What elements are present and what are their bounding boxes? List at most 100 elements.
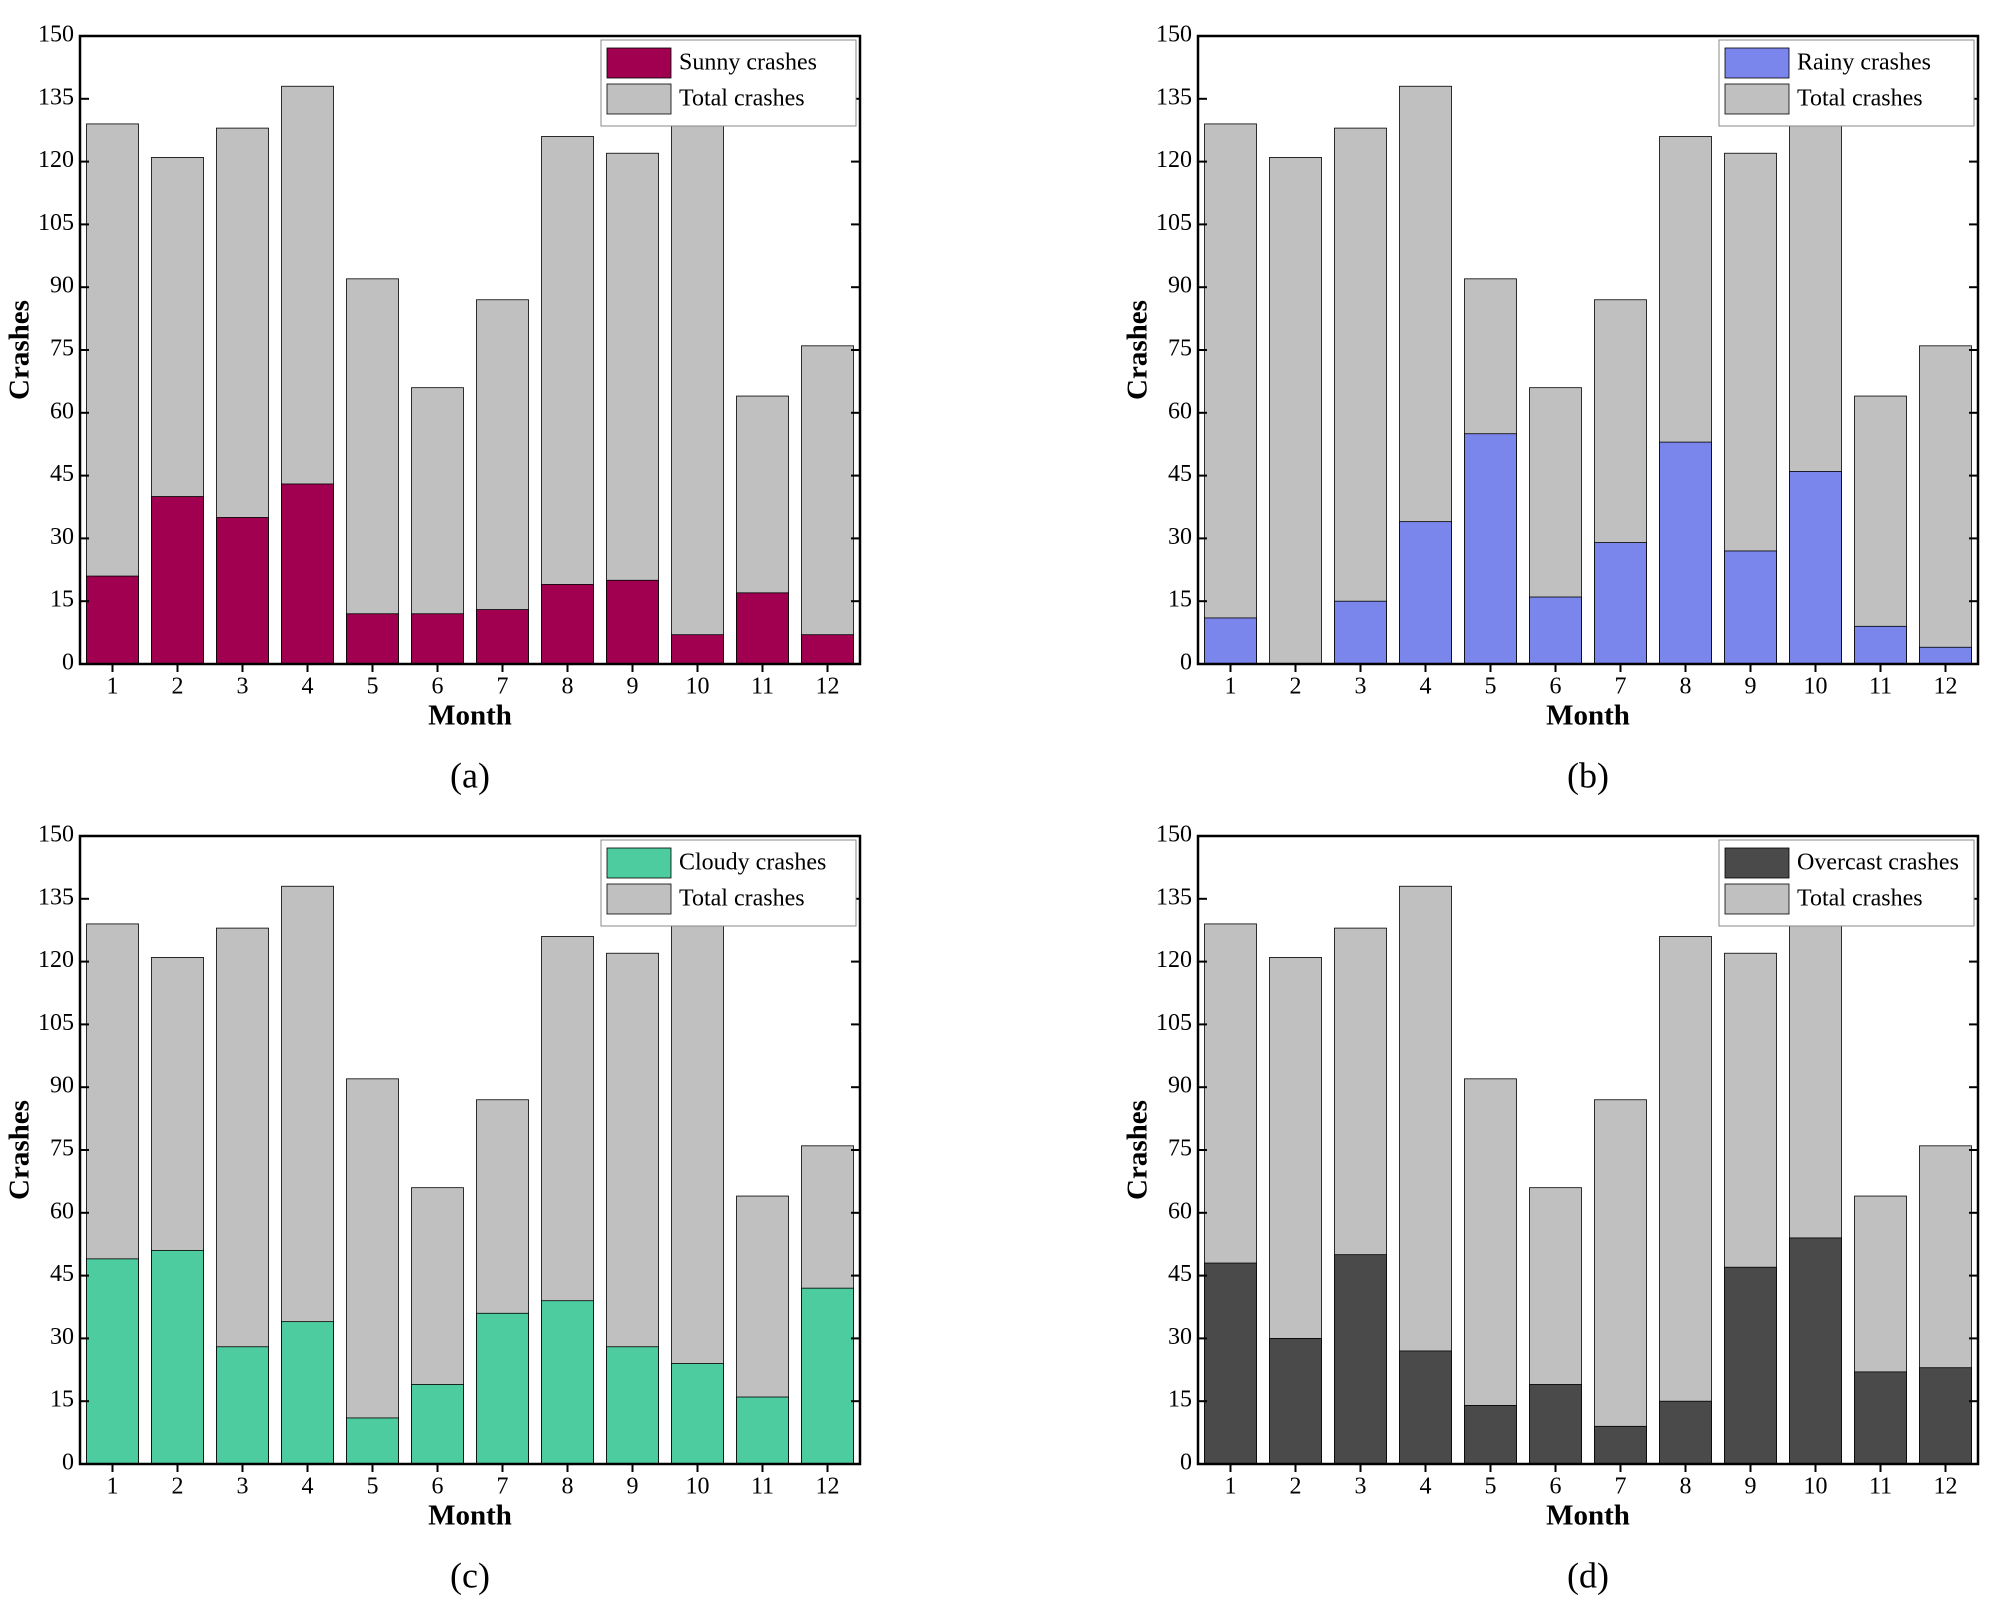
- y-tick-label: 105: [1156, 1010, 1192, 1036]
- bar: [1399, 521, 1452, 665]
- y-tick-label: 60: [1168, 398, 1192, 424]
- x-tick-label: 4: [302, 1474, 314, 1500]
- y-tick-label: 15: [50, 587, 74, 613]
- y-tick-label: 135: [1156, 884, 1192, 910]
- bar: [1464, 1078, 1517, 1465]
- bar: [1789, 1237, 1842, 1465]
- bar: [1919, 646, 1972, 665]
- y-tick-label: 60: [50, 1198, 74, 1224]
- y-tick-label: 120: [1156, 947, 1192, 973]
- x-tick-label: 10: [1804, 1474, 1828, 1500]
- x-tick-label: 12: [1934, 674, 1958, 700]
- y-tick-label: 150: [1156, 822, 1192, 848]
- y-tick-label: 15: [1168, 587, 1192, 613]
- bar: [1659, 441, 1712, 665]
- x-tick-label: 1: [1225, 674, 1237, 700]
- bar: [1659, 1400, 1712, 1465]
- bar: [151, 1250, 204, 1465]
- y-tick-label: 75: [50, 1136, 74, 1162]
- y-tick-label: 0: [1180, 650, 1192, 676]
- legend-label: Total crashes: [1797, 886, 1923, 912]
- y-tick-label: 135: [1156, 84, 1192, 110]
- y-tick-label: 150: [38, 22, 74, 48]
- x-tick-label: 7: [497, 1474, 509, 1500]
- x-tick-label: 10: [1804, 674, 1828, 700]
- y-tick-label: 90: [1168, 273, 1192, 299]
- legend-swatch: [1724, 847, 1790, 879]
- bar: [801, 1287, 854, 1465]
- y-tick-label: 150: [1156, 22, 1192, 48]
- bar: [1919, 345, 1972, 665]
- x-tick-label: 9: [1745, 1474, 1757, 1500]
- legend-label: Overcast crashes: [1797, 850, 1959, 876]
- bar: [1854, 395, 1907, 665]
- bar: [1724, 1266, 1777, 1465]
- y-tick-label: 135: [38, 84, 74, 110]
- legend-swatch: [606, 47, 672, 79]
- bar: [411, 613, 464, 665]
- bar: [476, 609, 529, 665]
- y-axis-title: Crashes: [1122, 300, 1154, 400]
- x-tick-label: 12: [1934, 1474, 1958, 1500]
- bar: [216, 1346, 269, 1465]
- bar: [1919, 1367, 1972, 1465]
- bar: [216, 517, 269, 665]
- y-tick-label: 45: [50, 1261, 74, 1287]
- legend-swatch: [1724, 47, 1790, 79]
- caption: (a): [450, 755, 490, 795]
- x-tick-label: 1: [1225, 1474, 1237, 1500]
- y-tick-label: 75: [1168, 1136, 1192, 1162]
- y-tick-label: 105: [38, 210, 74, 236]
- x-tick-label: 5: [1485, 674, 1497, 700]
- x-tick-label: 11: [1869, 1474, 1892, 1500]
- bar: [1594, 542, 1647, 665]
- x-tick-label: 2: [1290, 1474, 1302, 1500]
- y-tick-label: 120: [38, 147, 74, 173]
- x-tick-label: 1: [107, 674, 119, 700]
- bar: [1724, 550, 1777, 665]
- y-tick-label: 60: [50, 398, 74, 424]
- bar: [606, 579, 659, 665]
- bar: [1334, 127, 1387, 665]
- y-tick-label: 45: [50, 461, 74, 487]
- x-tick-label: 11: [751, 1474, 774, 1500]
- x-tick-label: 8: [562, 674, 574, 700]
- y-tick-label: 90: [1168, 1073, 1192, 1099]
- caption: (d): [1567, 1555, 1609, 1595]
- bar: [86, 575, 139, 665]
- x-tick-label: 9: [627, 674, 639, 700]
- x-tick-label: 3: [1355, 1474, 1367, 1500]
- bar: [86, 123, 139, 665]
- bar: [736, 592, 789, 665]
- x-tick-label: 5: [367, 674, 379, 700]
- x-tick-label: 3: [1355, 674, 1367, 700]
- y-tick-label: 30: [1168, 1324, 1192, 1350]
- legend-label: Total crashes: [1797, 86, 1923, 112]
- y-tick-label: 75: [1168, 336, 1192, 362]
- legend-label: Total crashes: [679, 86, 805, 112]
- y-tick-label: 0: [62, 1450, 74, 1476]
- x-tick-label: 3: [237, 674, 249, 700]
- x-axis-title: Month: [428, 700, 512, 732]
- y-tick-label: 120: [38, 947, 74, 973]
- y-tick-label: 30: [1168, 524, 1192, 550]
- x-tick-label: 11: [751, 674, 774, 700]
- bar: [346, 1417, 399, 1465]
- x-tick-label: 6: [1550, 674, 1562, 700]
- y-tick-label: 120: [1156, 147, 1192, 173]
- y-tick-label: 150: [38, 822, 74, 848]
- bar: [86, 1258, 139, 1465]
- y-tick-label: 0: [62, 650, 74, 676]
- legend-swatch: [606, 883, 672, 915]
- bar: [541, 1300, 594, 1465]
- x-tick-label: 4: [302, 674, 314, 700]
- legend-label: Rainy crashes: [1797, 50, 1931, 76]
- x-tick-label: 8: [1680, 674, 1692, 700]
- x-tick-label: 10: [686, 674, 710, 700]
- y-tick-label: 135: [38, 884, 74, 910]
- x-tick-label: 10: [686, 1474, 710, 1500]
- x-axis-title: Month: [1546, 700, 1630, 732]
